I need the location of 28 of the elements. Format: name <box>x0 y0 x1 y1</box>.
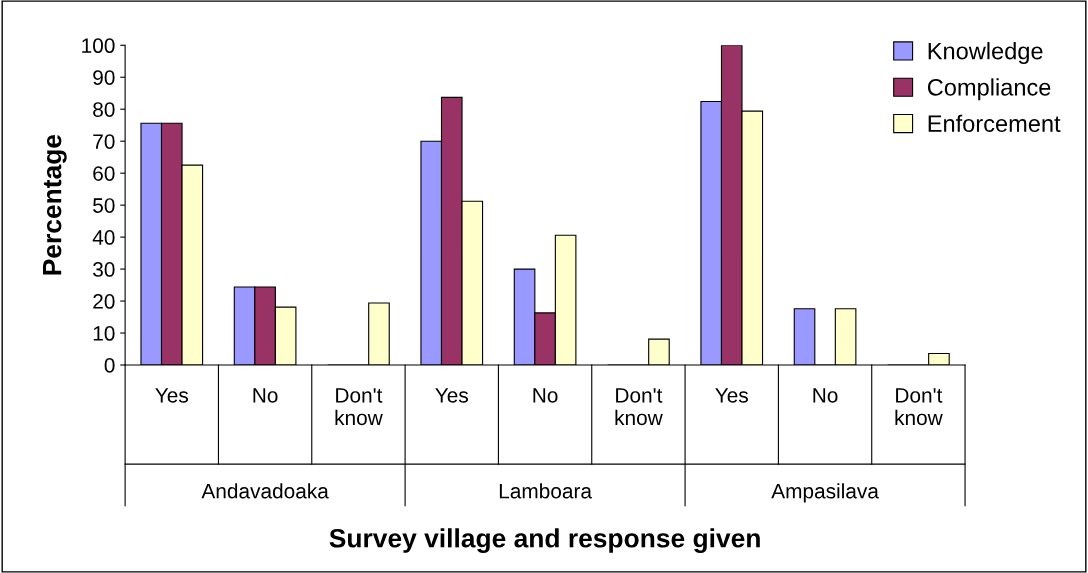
y-tick-label: 0 <box>104 358 115 373</box>
x-tick-label: Yes <box>715 388 748 403</box>
x-tick-label: Yes <box>435 388 469 403</box>
y-axis-title: Percentage <box>43 134 67 275</box>
y-tick-label: 10 <box>93 326 115 341</box>
y-tick-label: 30 <box>93 262 115 277</box>
legend-label: Enforcement <box>928 114 1061 132</box>
x-tick-label: Don't know <box>895 388 943 426</box>
x-tick-label: No <box>813 388 838 403</box>
x-tick-label: Don't know <box>335 388 383 426</box>
y-tick-label: 80 <box>93 102 115 117</box>
text: Lamboara <box>499 483 592 499</box>
y-tick-label: 50 <box>93 198 115 213</box>
legend-label: Compliance <box>927 78 1051 101</box>
x-axis-title: Survey village and response given <box>329 528 760 553</box>
x-tick-label: Yes <box>155 388 189 403</box>
x-tick-label: Don't know <box>615 388 663 426</box>
y-tick-label: 60 <box>93 166 115 181</box>
y-tick-label: 40 <box>92 230 115 245</box>
x-tick-label: No <box>253 388 278 403</box>
y-tick-label: 90 <box>93 70 115 85</box>
text: Ampasilava <box>771 483 879 503</box>
y-tick-label: 70 <box>93 134 115 149</box>
x-tick-label: No <box>533 388 558 403</box>
text: Andavadoaka <box>201 483 329 499</box>
y-tick-label: 100 <box>82 38 115 54</box>
legend-label: Knowledge <box>928 42 1043 65</box>
y-tick-label: 20 <box>93 294 115 309</box>
